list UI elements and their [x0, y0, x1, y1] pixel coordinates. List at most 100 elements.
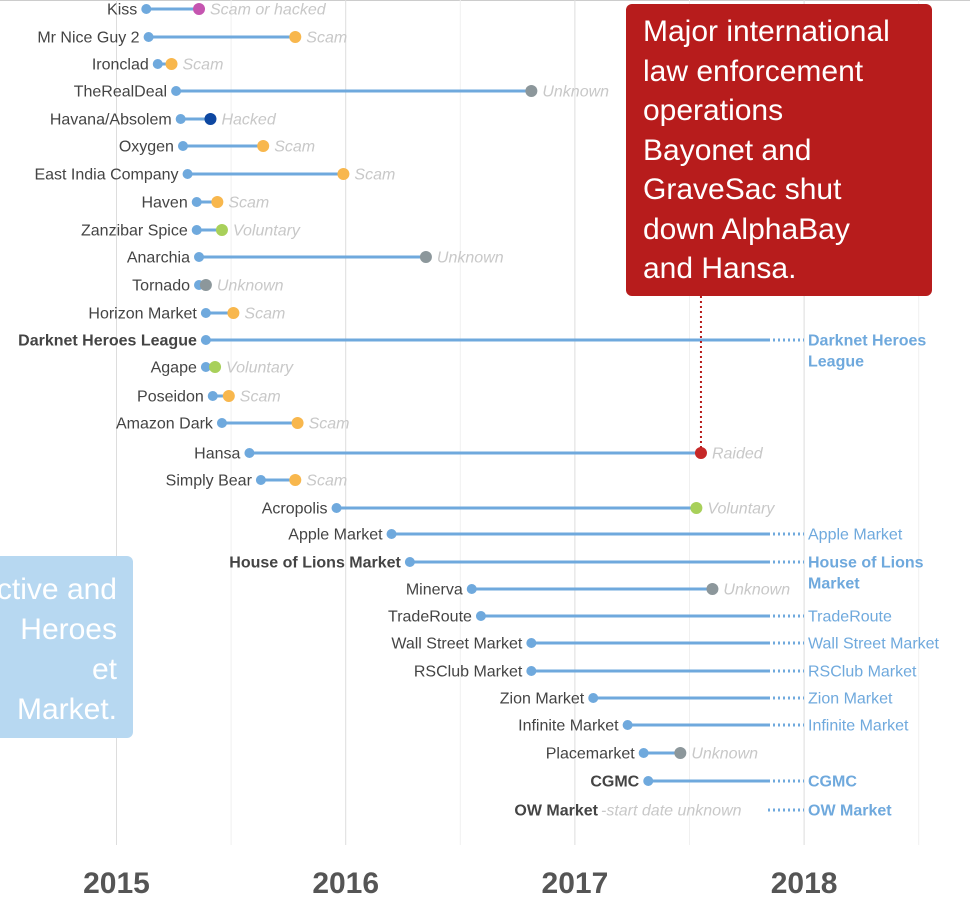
- market-row-infinite-market: Infinite Market Infinite Market: [518, 718, 909, 735]
- market-row-agape: Agape Voluntary: [151, 360, 294, 377]
- start-dot: [255, 475, 266, 485]
- status-label: Unknown: [542, 84, 609, 101]
- market-name: Ironclad: [92, 57, 149, 74]
- market-row-ironclad: Ironclad Scam: [92, 57, 224, 74]
- market-row-havana-absolem: Havana/Absolem Hacked: [50, 112, 277, 129]
- active-market-label: Market: [808, 576, 860, 593]
- callout-line: Bayonet and: [643, 133, 812, 167]
- start-dot: [194, 252, 205, 262]
- market-name: Horizon Market: [88, 306, 197, 323]
- active-market-label: House of Lions: [808, 555, 924, 572]
- status-label: Voluntary: [233, 223, 301, 240]
- status-label: Unknown: [691, 746, 758, 763]
- end-dot: [222, 390, 235, 402]
- market-name: Oxygen: [119, 139, 174, 156]
- start-dot: [175, 114, 186, 124]
- start-dot: [216, 418, 227, 428]
- market-name: Acropolis: [262, 501, 328, 518]
- market-name: Poseidon: [137, 389, 204, 406]
- status-label: Scam: [274, 139, 315, 156]
- start-dot: [526, 666, 537, 676]
- callout-line: operations: [643, 94, 784, 127]
- status-label: Scam: [306, 30, 347, 47]
- start-dot: [200, 335, 211, 345]
- market-name: TheRealDeal: [74, 84, 167, 101]
- active-market-label: Apple Market: [808, 527, 903, 544]
- market-name: Haven: [141, 195, 187, 212]
- market-row-therealdeal: TheRealDeal Unknown: [74, 84, 609, 101]
- status-label: Voluntary: [226, 360, 294, 377]
- end-dot: [694, 447, 707, 459]
- market-name: Havana/Absolem: [50, 112, 172, 129]
- market-name: Hansa: [194, 446, 240, 463]
- market-row-kiss: Kiss Scam or hacked: [107, 2, 327, 19]
- start-dot: [331, 503, 342, 513]
- start-dot: [622, 720, 633, 730]
- end-dot: [215, 224, 228, 236]
- status-label: Scam: [240, 389, 281, 406]
- active-market-label: OW Market: [808, 803, 892, 820]
- start-dot: [643, 776, 654, 786]
- active-markets-callout: ctive and Heroes et Market.: [0, 556, 133, 738]
- market-name: Darknet Heroes League: [18, 333, 197, 350]
- x-tick-label: 2016: [312, 867, 379, 900]
- callout-line: law enforcement: [643, 54, 864, 88]
- callout-line: Major international: [643, 15, 890, 48]
- start-dot: [638, 748, 649, 758]
- market-row-haven: Haven Scam: [141, 195, 269, 212]
- active-market-label: Darknet Heroes: [808, 333, 926, 350]
- end-dot: [706, 583, 719, 595]
- market-name: TradeRoute: [388, 609, 472, 626]
- end-dot: [227, 307, 240, 319]
- end-dot: [337, 168, 350, 180]
- active-market-label: TradeRoute: [808, 609, 892, 626]
- callout-line: et: [91, 653, 117, 686]
- market-name: Anarchia: [127, 250, 190, 267]
- start-dot: [386, 529, 397, 539]
- start-dot: [207, 391, 218, 401]
- market-name: Tornado: [132, 278, 190, 295]
- status-label: Scam: [228, 195, 269, 212]
- callout-line: Heroes: [20, 613, 117, 646]
- start-dot: [526, 638, 537, 648]
- status-label: Hacked: [221, 112, 276, 129]
- end-dot: [289, 31, 302, 43]
- market-name: RSClub Market: [414, 664, 523, 681]
- status-label: Voluntary: [707, 501, 775, 518]
- market-row-poseidon: Poseidon Scam: [137, 389, 281, 406]
- market-row-mr-nice-guy-2: Mr Nice Guy 2 Scam: [37, 30, 347, 47]
- market-name: Amazon Dark: [116, 416, 214, 433]
- status-label: Scam: [309, 416, 350, 433]
- end-dot: [419, 251, 432, 263]
- end-dot: [291, 417, 304, 429]
- market-timelines: Kiss Scam or hacked Mr Nice Guy 2 Scam Ironc…: [18, 2, 939, 820]
- end-dot: [193, 3, 206, 15]
- active-market-label: Wall Street Market: [808, 636, 940, 653]
- start-dot: [200, 362, 211, 372]
- start-dot: [404, 557, 415, 567]
- start-dot: [466, 584, 477, 594]
- market-row-rsclub-market: RSClub Market RSClub Market: [414, 664, 917, 681]
- x-tick-label: 2017: [542, 867, 609, 900]
- status-label: Scam: [183, 57, 224, 74]
- status-label: Scam: [354, 167, 395, 184]
- active-market-label: CGMC: [808, 774, 857, 791]
- market-row-minerva: Minerva Unknown: [406, 582, 790, 599]
- market-row-darknet-heroes-league: Darknet Heroes League Darknet Heroes Leagu…: [18, 333, 926, 371]
- market-row-zanzibar-spice: Zanzibar Spice Voluntary: [81, 223, 301, 240]
- callout-line: and Hansa.: [643, 252, 797, 285]
- active-market-label: League: [808, 354, 864, 371]
- end-dot: [209, 361, 222, 373]
- law-enforcement-callout: Major international law enforcement oper…: [626, 4, 932, 296]
- market-row-oxygen: Oxygen Scam: [119, 139, 315, 156]
- active-market-label: Infinite Market: [808, 718, 909, 735]
- status-label: Raided: [712, 446, 764, 463]
- status-label: Scam or hacked: [210, 2, 327, 19]
- start-dot: [588, 693, 599, 703]
- callout-line: GraveSac shut: [643, 173, 842, 206]
- start-dot: [244, 448, 255, 458]
- end-dot: [525, 85, 538, 97]
- end-dot: [289, 474, 302, 486]
- start-dot: [171, 86, 182, 96]
